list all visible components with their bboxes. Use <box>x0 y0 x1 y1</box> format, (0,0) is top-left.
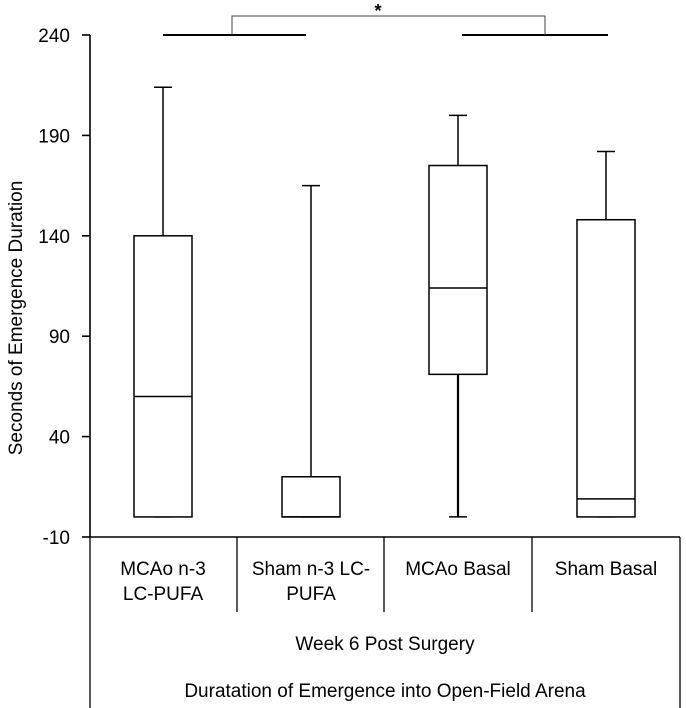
box-iqr <box>133 235 193 518</box>
y-tick-label: -10 <box>43 528 70 549</box>
y-tick-label: 40 <box>49 428 70 449</box>
y-tick-label: 240 <box>38 26 70 47</box>
box-4 <box>576 150 636 518</box>
x-axis-title: Duratation of Emergence into Open-Field … <box>184 681 586 702</box>
significance-annotation: * <box>163 1 608 36</box>
category-label: PUFA <box>286 584 336 605</box>
y-ticks: -10 40 90 140 190 240 <box>38 26 90 549</box>
y-tick-label: 90 <box>49 327 70 348</box>
box-iqr <box>428 164 488 376</box>
category-label: LC-PUFA <box>123 584 204 605</box>
boxes <box>133 86 636 518</box>
box-iqr <box>576 218 636 518</box>
box-1 <box>133 86 193 518</box>
category-table-lines <box>89 537 681 708</box>
category-label: Sham Basal <box>555 559 657 580</box>
group-label: Week 6 Post Surgery <box>295 634 475 655</box>
y-tick-label: 190 <box>38 126 70 147</box>
significance-bracket <box>231 15 546 35</box>
significance-star: * <box>374 1 381 21</box>
box-3 <box>428 114 488 518</box>
box-2 <box>281 184 341 518</box>
category-label: MCAo Basal <box>405 559 511 580</box>
x-categories: MCAo n-3 LC-PUFA Sham n-3 LC- PUFA MCAo Basa… <box>120 559 657 605</box>
category-label: Sham n-3 LC- <box>252 559 370 580</box>
y-tick-label: 140 <box>38 227 70 248</box>
y-axis-title: Seconds of Emergence Duration <box>6 181 27 456</box>
box-iqr <box>281 476 341 518</box>
category-label: MCAo n-3 <box>120 559 206 580</box>
